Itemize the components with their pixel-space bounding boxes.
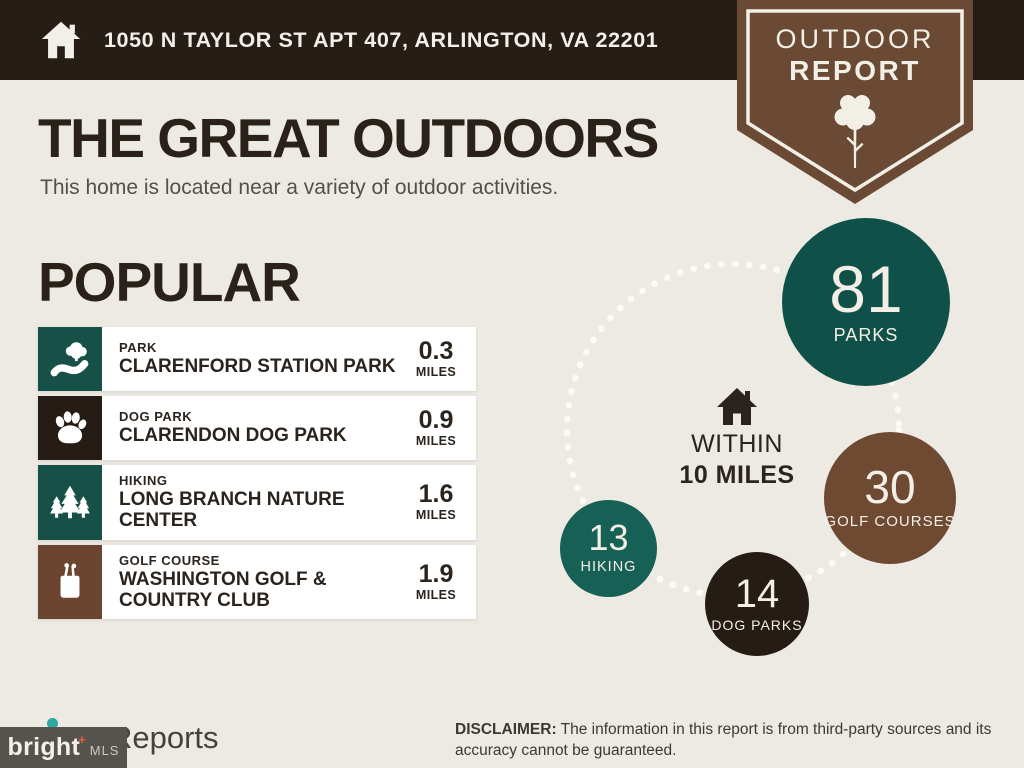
list-item-distance: 1.6 [418, 480, 454, 509]
within-line2: 10 MILES [679, 461, 795, 489]
list-item-distance: 0.3 [418, 337, 454, 365]
list-item-distance: 1.9 [418, 559, 454, 588]
bubble-count: 13 [588, 517, 629, 559]
list-item-park: PARK CLARENFORD STATION PARK 0.3 MILES [38, 327, 476, 391]
outdoor-report-ribbon: OUTDOOR REPORT [737, 0, 973, 204]
reports-wordmark: Reports [110, 720, 219, 755]
golf-bag-icon [60, 562, 80, 598]
popular-list: PARK CLARENFORD STATION PARK 0.3 MILES D… [38, 327, 476, 620]
bubble-count: 14 [734, 571, 780, 616]
bubble-label: PARKS [833, 325, 899, 345]
list-item-name: CLARENDON DOG PARK [119, 425, 347, 447]
ribbon-line1: OUTDOOR [776, 24, 935, 54]
list-item-name: WASHINGTON GOLF & COUNTRY CLUB [119, 568, 327, 611]
list-item-unit: MILES [415, 508, 457, 523]
bubble-hiking: 13 HIKING [560, 500, 657, 597]
bubble-dog-parks: 14 DOG PARKS [705, 552, 809, 656]
park-icon [50, 342, 89, 377]
list-item-category: PARK [119, 340, 157, 356]
page-subtitle: This home is located near a variety of o… [40, 176, 559, 199]
within-radius-label: WITHIN 10 MILES [648, 430, 826, 490]
popular-heading: POPULAR [38, 251, 301, 313]
bright-mls-logo: bright + MLS [0, 727, 127, 768]
list-item-dog-park: DOG PARK CLARENDON DOG PARK 0.9 MILES [38, 396, 476, 460]
list-item-unit: MILES [415, 434, 457, 448]
pine-trees-icon [50, 486, 90, 519]
bubble-count: 30 [864, 460, 916, 513]
reports-logo-dot [47, 718, 58, 729]
property-address: 1050 N TAYLOR ST APT 407, ARLINGTON, VA … [104, 27, 659, 52]
paw-icon [55, 411, 87, 444]
list-item-unit: MILES [415, 587, 457, 602]
list-item-distance: 0.9 [418, 406, 454, 434]
list-item-category: GOLF COURSE [119, 552, 220, 568]
list-item-category: DOG PARK [119, 409, 193, 425]
center-house-icon [717, 388, 757, 425]
list-item-name: CLARENFORD STATION PARK [119, 356, 396, 378]
disclaimer-text: DISCLAIMER: The information in this repo… [455, 719, 1015, 762]
tree-icon [834, 95, 876, 168]
ribbon-line2: REPORT [789, 55, 921, 86]
list-item-hiking: HIKING LONG BRANCH NATURE CENTER 1.6 MIL… [38, 465, 476, 540]
mls-wordmark: MLS [89, 743, 120, 758]
list-item-golf-course: GOLF COURSE WASHINGTON GOLF & COUNTRY CL… [38, 544, 476, 620]
disclaimer-body: The information in this report is from t… [455, 721, 992, 760]
bubble-count: 81 [829, 252, 903, 327]
bright-plus-mark: + [78, 732, 86, 747]
bubble-label: HIKING [580, 559, 637, 576]
disclaimer-label: DISCLAIMER: [455, 721, 557, 738]
bubble-golf-courses: 30 GOLF COURSES [824, 432, 956, 564]
bubble-parks: 81 PARKS [782, 218, 950, 386]
list-item-category: HIKING [119, 473, 168, 488]
bubble-label: GOLF COURSES [824, 513, 956, 531]
list-item-unit: MILES [415, 365, 457, 379]
home-icon [41, 21, 81, 59]
list-item-name: LONG BRANCH NATURE CENTER [119, 489, 345, 532]
page-title: THE GREAT OUTDOORS [38, 107, 659, 169]
dotted-radius-ring [563, 260, 903, 600]
within-line1: WITHIN [691, 430, 783, 458]
bright-wordmark: bright [7, 733, 81, 761]
bubble-label: DOG PARKS [711, 616, 803, 633]
